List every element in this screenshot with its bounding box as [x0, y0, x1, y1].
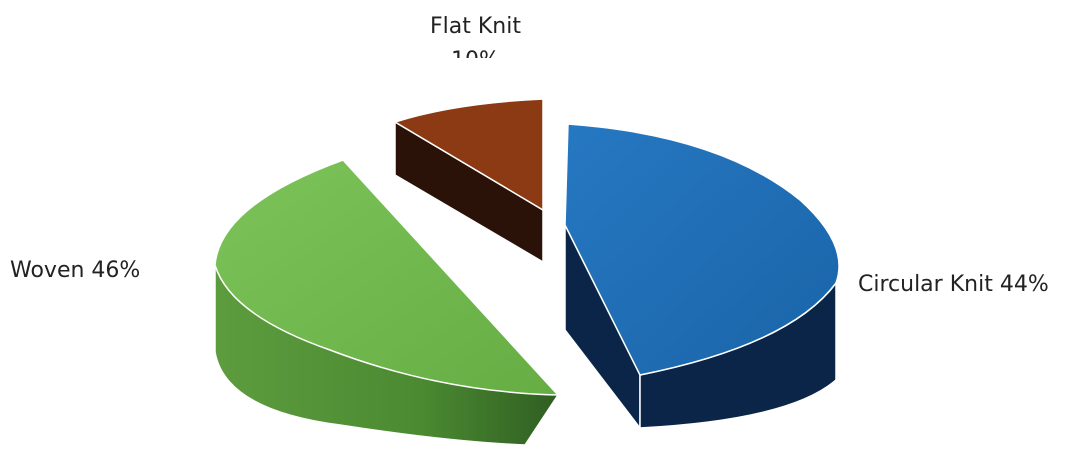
label-flat-knit: Flat Knit 10%: [430, 10, 521, 58]
label-woven: Woven 46%: [10, 258, 140, 283]
label-circular-knit-name: Circular Knit: [858, 272, 993, 297]
slice-flat-knit: [393, 98, 544, 264]
slice-woven-top: [214, 159, 560, 396]
label-circular-knit: Circular Knit 44%: [858, 272, 1049, 297]
label-woven-name: Woven: [10, 258, 85, 283]
label-woven-pct: 46%: [91, 258, 141, 283]
slice-woven: [214, 159, 560, 446]
label-circular-knit-pct: 44%: [999, 272, 1049, 297]
slice-circular-knit: [564, 123, 840, 431]
slice-circular-knit-top: [564, 123, 840, 376]
slice-flat-knit-top: [393, 98, 544, 212]
label-flat-knit-name: Flat Knit: [430, 14, 521, 39]
label-flat-knit-pct: 10%: [430, 44, 521, 58]
